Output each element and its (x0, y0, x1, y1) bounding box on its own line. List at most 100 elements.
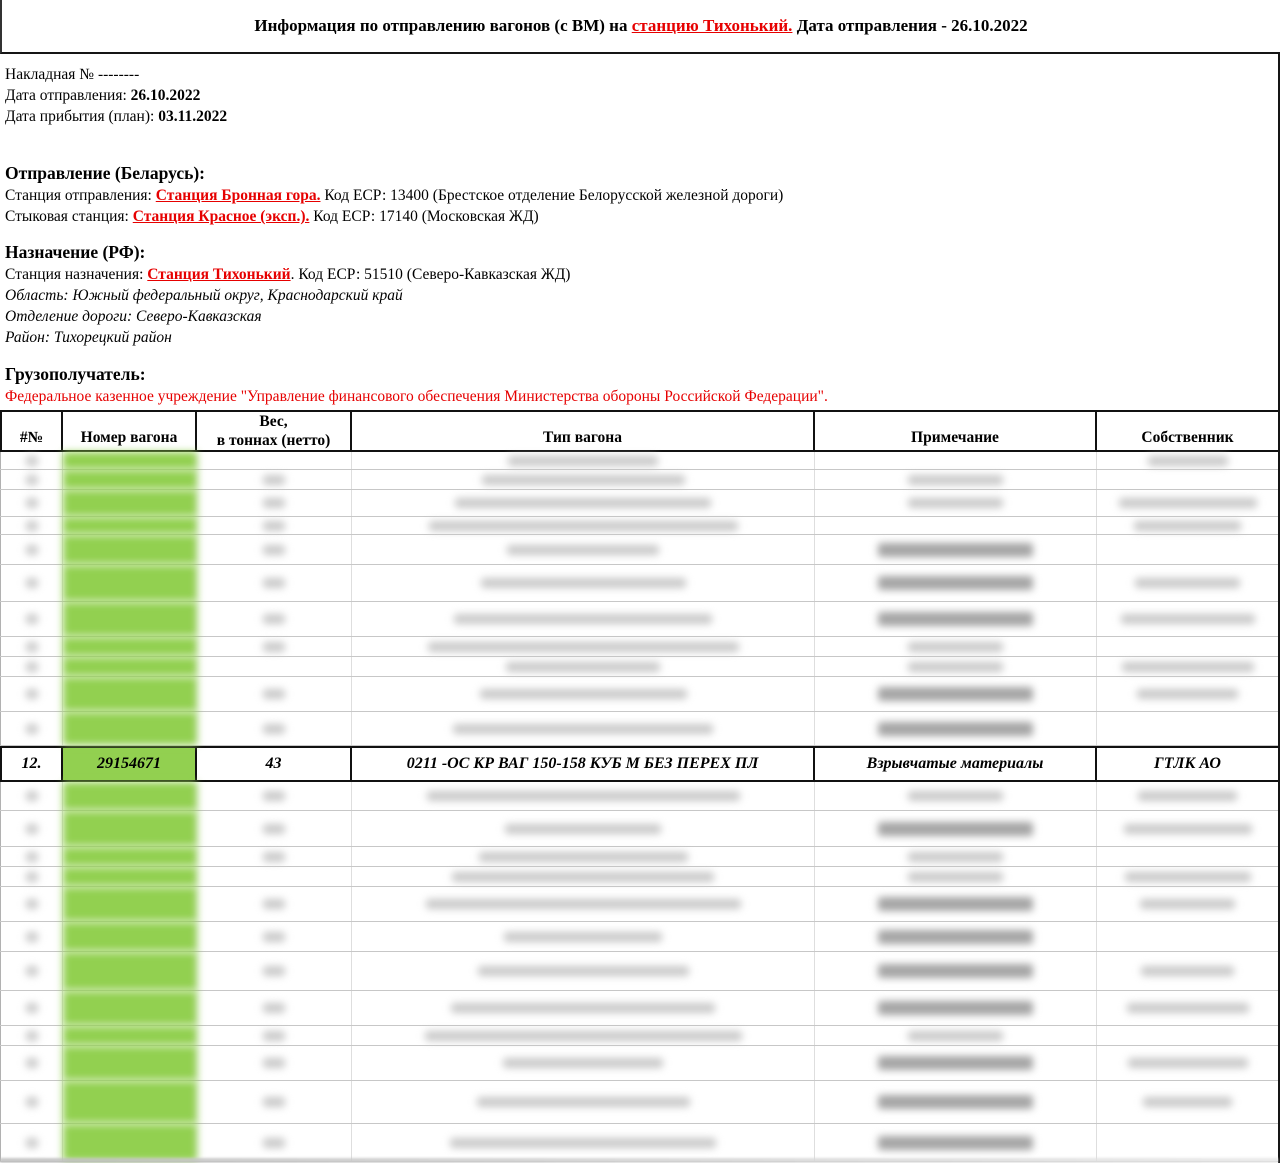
header-owner: Собственник (1141, 428, 1234, 446)
redacted-text-smudge (908, 851, 1003, 862)
redacted-text-smudge (25, 1097, 38, 1107)
redacted-cell-owner (1097, 637, 1278, 656)
redacted-cell-owner (1097, 452, 1278, 469)
redacted-text-smudge (25, 474, 38, 485)
redacted-cell-weight (197, 782, 352, 810)
redacted-text-smudge (878, 821, 1033, 836)
redacted-text-smudge (263, 689, 285, 699)
redacted-row (0, 1081, 1278, 1124)
redacted-text-smudge (25, 1003, 38, 1013)
departure-date-line: Дата отправления: 26.10.2022 (5, 85, 1268, 106)
redacted-cell-num (0, 811, 63, 846)
redacted-text-smudge (263, 520, 285, 531)
row-weight-cell: 43 (197, 748, 352, 780)
redacted-cell-note (815, 922, 1097, 951)
redacted-cell-owner (1097, 922, 1278, 951)
redacted-cell-wagon (63, 452, 197, 469)
redacted-cell-num (0, 490, 63, 516)
redacted-cell-owner (1097, 847, 1278, 866)
redacted-text-smudge (450, 1137, 716, 1148)
redacted-cell-num (0, 1046, 63, 1080)
redacted-text-smudge (263, 614, 285, 624)
redacted-cell-num (0, 602, 63, 636)
redacted-cell-wagon (63, 782, 197, 810)
redacted-cell-num (0, 1081, 63, 1123)
redacted-text-smudge (263, 641, 285, 652)
title-station-link[interactable]: станцию Тихонький. (631, 16, 793, 35)
redacted-text-smudge (1121, 661, 1254, 672)
redacted-cell-wagon (63, 1081, 197, 1123)
redacted-cell-weight (197, 677, 352, 711)
redacted-cell-type (352, 1124, 815, 1161)
redacted-cell-type (352, 922, 815, 951)
redacted-text-smudge (908, 661, 1003, 672)
redacted-cell-owner (1097, 517, 1278, 534)
redacted-cell-weight (197, 565, 352, 601)
destination-station-link[interactable]: Станция Тихонький (147, 266, 291, 283)
redacted-row (0, 637, 1278, 657)
redacted-row (0, 1026, 1278, 1046)
redacted-text-smudge (25, 455, 38, 466)
redacted-cell-num (0, 1026, 63, 1045)
redacted-text-smudge (1127, 1058, 1248, 1068)
redacted-cell-owner (1097, 490, 1278, 516)
redacted-text-smudge (452, 871, 714, 882)
redacted-cell-note (815, 470, 1097, 489)
redacted-text-smudge (479, 689, 687, 699)
redacted-text-smudge (481, 474, 685, 485)
redacted-cell-num (0, 952, 63, 990)
row-note-cell: Взрывчатые материалы (815, 748, 1097, 780)
redacted-cell-wagon (63, 535, 197, 564)
redacted-cell-note (815, 452, 1097, 469)
redacted-cell-owner (1097, 867, 1278, 886)
redacted-cell-wagon (63, 712, 197, 745)
redacted-cell-weight (197, 452, 352, 469)
redacted-cell-wagon (63, 565, 197, 601)
redacted-cell-note (815, 887, 1097, 921)
origin-station-label: Станция отправления: (5, 187, 156, 204)
redacted-text-smudge (878, 1135, 1033, 1150)
redacted-cell-wagon (63, 922, 197, 951)
redacted-row (0, 712, 1278, 746)
redacted-text-smudge (478, 851, 688, 862)
redacted-cell-num (0, 677, 63, 711)
document-body: Накладная № -------- Дата отправления: 2… (0, 54, 1280, 1163)
redacted-cell-note (815, 991, 1097, 1025)
redacted-cell-wagon (63, 811, 197, 846)
row-wagon-number-cell: 29154671 (63, 748, 197, 780)
redacted-cell-owner (1097, 1026, 1278, 1045)
redacted-cell-weight (197, 535, 352, 564)
redacted-cell-num (0, 535, 63, 564)
redacted-cell-weight (197, 490, 352, 516)
redacted-cell-wagon (63, 952, 197, 990)
redacted-cell-num (0, 565, 63, 601)
redacted-row (0, 517, 1278, 535)
junction-station-label: Стыковая станция: (5, 208, 133, 225)
redacted-text-smudge (878, 687, 1033, 701)
redacted-cell-type (352, 887, 815, 921)
redacted-text-smudge (480, 578, 686, 588)
redacted-text-smudge (25, 791, 38, 801)
redacted-text-smudge (878, 612, 1033, 626)
redacted-cell-weight (197, 811, 352, 846)
redacted-text-smudge (506, 661, 660, 672)
redacted-cell-type (352, 535, 815, 564)
redacted-cell-weight (197, 1026, 352, 1045)
redacted-cell-note (815, 677, 1097, 711)
redacted-cell-note (815, 1081, 1097, 1123)
visible-table-row: 12. 29154671 43 0211 -ОС КР ВАГ 150-158 … (0, 746, 1278, 782)
destination-section: Назначение (РФ): Станция назначения: Ста… (5, 240, 1268, 348)
origin-station-rest: Код ЕСР: 13400 (Брестское отделение Бело… (320, 187, 784, 204)
redacted-cell-owner (1097, 782, 1278, 810)
redacted-cell-wagon (63, 677, 197, 711)
origin-station-link[interactable]: Станция Бронная гора. (155, 187, 321, 204)
redacted-text-smudge (908, 791, 1003, 801)
redacted-text-smudge (25, 641, 38, 652)
redacted-text-smudge (25, 899, 38, 909)
redacted-cell-note (815, 1026, 1097, 1045)
redacted-text-smudge (1135, 578, 1240, 588)
redacted-cell-type (352, 637, 815, 656)
junction-station-link[interactable]: Станция Красное (эксп.). (132, 208, 310, 225)
redacted-cell-weight (197, 602, 352, 636)
